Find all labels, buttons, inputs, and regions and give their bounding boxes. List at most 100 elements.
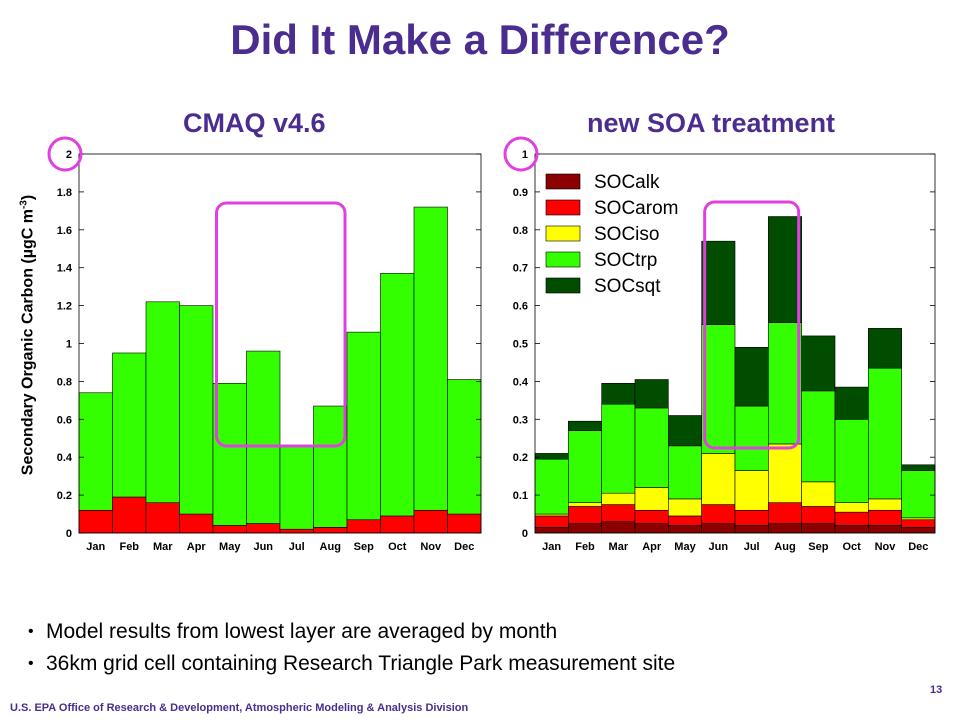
x-tick-label: Jun (709, 541, 729, 553)
bar-segment-series-0 (246, 523, 281, 534)
x-tick-label: Jul (289, 541, 305, 553)
bar-segment-series-1 (447, 379, 482, 515)
bar-segment-sociso (601, 492, 636, 505)
bar-segment-series-0 (78, 509, 113, 534)
bar-segment-socsqt (634, 379, 669, 409)
y-tick-label: 0.6 (57, 414, 72, 426)
x-tick-label: Mar (609, 541, 629, 553)
y-tick-label: 0.8 (57, 376, 72, 388)
bar-segment-socalk (834, 525, 869, 534)
bar-segment-socalk (901, 527, 936, 534)
x-tick-label: Feb (575, 541, 595, 553)
bar-segment-series-0 (212, 525, 247, 534)
bar-segment-socarom (734, 509, 769, 526)
y-tick-label: 1.8 (57, 187, 72, 199)
legend-label-socsqt: SOCsqt (594, 276, 661, 297)
bar-segment-socarom (534, 515, 569, 528)
bar-segment-series-0 (112, 496, 147, 534)
y-tick-label: 0.1 (513, 490, 528, 502)
bar-segment-series-0 (145, 502, 180, 534)
y-tick-label: 0 (522, 528, 528, 540)
bar-segment-soctrp (901, 470, 936, 519)
bar-segment-series-1 (145, 301, 180, 503)
bullet-list: Model results from lowest layer are aver… (28, 616, 675, 680)
bar-segment-socarom (901, 519, 936, 528)
x-tick-label: Jul (744, 541, 760, 553)
highlight-circle (503, 136, 539, 172)
bar-segment-socsqt (534, 453, 569, 460)
footer-text: U.S. EPA Office of Research & Developmen… (10, 702, 469, 714)
bar-segment-series-1 (346, 331, 381, 521)
bar-segment-soctrp (634, 407, 669, 488)
bar-segment-socsqt (801, 335, 836, 392)
bar-segment-socsqt (834, 386, 869, 420)
bar-segment-socarom (834, 511, 869, 526)
slide-title: Did It Make a Difference? (230, 16, 730, 63)
bar-segment-socsqt (601, 382, 636, 405)
bar-segment-socalk (868, 525, 902, 534)
legend-swatch-soctrp (545, 251, 581, 268)
bar-segment-series-1 (246, 350, 281, 524)
bar-segment-socalk (534, 527, 569, 534)
bar-segment-socarom (868, 509, 902, 526)
bullet-item: Model results from lowest layer are aver… (28, 616, 675, 648)
x-tick-label: May (219, 541, 241, 553)
x-tick-label: Mar (153, 541, 173, 553)
legend-label-socalk: SOCalk (594, 172, 660, 193)
bar-segment-soctrp (701, 324, 736, 454)
bar-segment-socsqt (868, 328, 902, 369)
highlight-box (703, 200, 801, 450)
legend-label-socarom: SOCarom (594, 198, 678, 219)
bar-segment-socalk (568, 523, 602, 534)
bar-segment-socarom (701, 504, 736, 524)
left-panel-title: CMAQ v4.6 (183, 108, 326, 138)
bar-segment-soctrp (801, 390, 836, 483)
legend-swatch-sociso (545, 225, 581, 242)
x-tick-label: Apr (642, 541, 662, 553)
bar-segment-soctrp (768, 322, 802, 445)
bar-segment-sociso (801, 481, 836, 507)
y-tick-label: 2 (66, 149, 72, 161)
x-tick-label: Sep (354, 541, 374, 553)
bar-segment-socalk (634, 523, 669, 534)
bar-segment-series-1 (179, 305, 214, 515)
bar-segment-series-0 (346, 519, 381, 534)
bar-segment-sociso (701, 453, 736, 505)
bar-segment-series-0 (279, 528, 314, 534)
bar-segment-soctrp (834, 418, 869, 503)
bar-segment-series-1 (279, 445, 314, 530)
y-tick-label: 1 (522, 149, 528, 161)
y-tick-label: 0.8 (513, 225, 528, 237)
bar-segment-sociso (768, 443, 802, 503)
legend-swatch-socalk (545, 173, 581, 190)
bar-segment-socarom (634, 509, 669, 524)
bar-segment-soctrp (534, 458, 569, 515)
legend-label-soctrp: SOCtrp (594, 250, 657, 271)
bar-segment-socarom (568, 506, 602, 524)
bar-segment-sociso (668, 498, 702, 517)
bar-segment-socalk (768, 523, 802, 534)
y-tick-label: 1.6 (57, 225, 72, 237)
bar-segment-socalk (701, 523, 736, 534)
bar-segment-socsqt (568, 420, 602, 431)
bar-segment-socarom (768, 502, 802, 524)
x-tick-label: Dec (908, 541, 928, 553)
x-tick-label: Aug (320, 541, 341, 553)
y-tick-label: 1.2 (57, 301, 72, 313)
bar-segment-socsqt (668, 415, 702, 447)
bar-segment-socsqt (901, 464, 936, 471)
bar-segment-series-1 (112, 352, 147, 498)
bar-segment-series-0 (447, 513, 482, 534)
bar-segment-series-0 (413, 509, 448, 534)
bar-segment-series-0 (380, 515, 415, 534)
y-tick-label: 0.2 (513, 452, 528, 464)
x-tick-label: Dec (454, 541, 474, 553)
bar-segment-sociso (568, 502, 602, 507)
bar-segment-soctrp (668, 445, 702, 500)
y-tick-label: 0.4 (57, 452, 73, 464)
y-tick-label: 1.4 (57, 263, 73, 275)
bar-segment-sociso (734, 470, 769, 511)
x-tick-label: Nov (875, 541, 897, 553)
bar-segment-series-0 (179, 513, 214, 534)
x-tick-label: Nov (420, 541, 442, 553)
